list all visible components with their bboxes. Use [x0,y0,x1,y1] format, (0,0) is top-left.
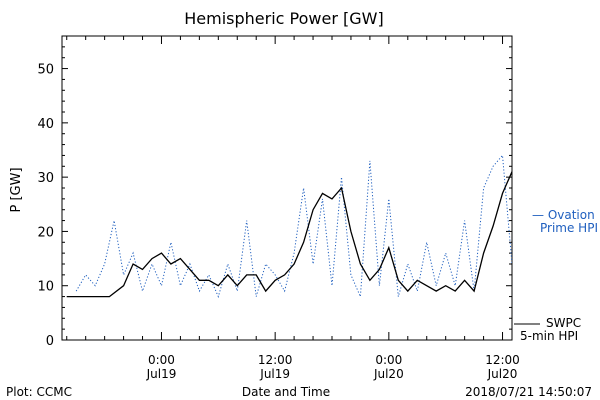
series-layer [66,154,512,299]
y-axis-ticks: 0 10 20 30 40 50 [37,46,512,349]
x-tick-time-label: 0:00 [148,353,175,367]
y-tick-label: 30 [37,171,54,186]
y-tick-label: 20 [37,225,54,240]
swpc-hpi-series-line [66,170,512,298]
x-axis-label: Date and Time [242,385,330,399]
legend-swpc-line1: SWPC [546,316,581,330]
chart-title: Hemispheric Power [GW] [184,9,383,28]
x-tick-time-label: 0:00 [375,353,402,367]
footer-timestamp: 2018/07/21 14:50:07 [465,385,592,399]
x-tick-date-label: Jul19 [146,367,177,381]
x-tick-time-label: 12:00 [258,353,293,367]
legend: — Ovation Prime HPI SWPC 5-min HPI [514,208,598,343]
y-tick-label: 40 [37,117,54,132]
x-tick-time-label: 12:00 [485,353,520,367]
x-tick-date-label: Jul19 [259,367,290,381]
y-tick-label: 50 [37,63,54,78]
legend-ovation-line1: — Ovation [532,208,595,222]
x-tick-date-label: Jul20 [373,367,404,381]
legend-swpc-line2: 5-min HPI [520,329,578,343]
y-axis-label: P [GW] [9,167,24,212]
y-tick-label: 0 [46,334,54,349]
plot-frame [61,35,513,341]
y-tick-label: 10 [37,280,54,295]
footer-plot-credit: Plot: CCMC [6,385,72,399]
legend-ovation-line2: Prime HPI [540,221,598,235]
x-tick-date-label: Jul20 [487,367,518,381]
x-axis-ticks: 0:00Jul1912:00Jul190:00Jul2012:00Jul200:… [66,36,520,381]
